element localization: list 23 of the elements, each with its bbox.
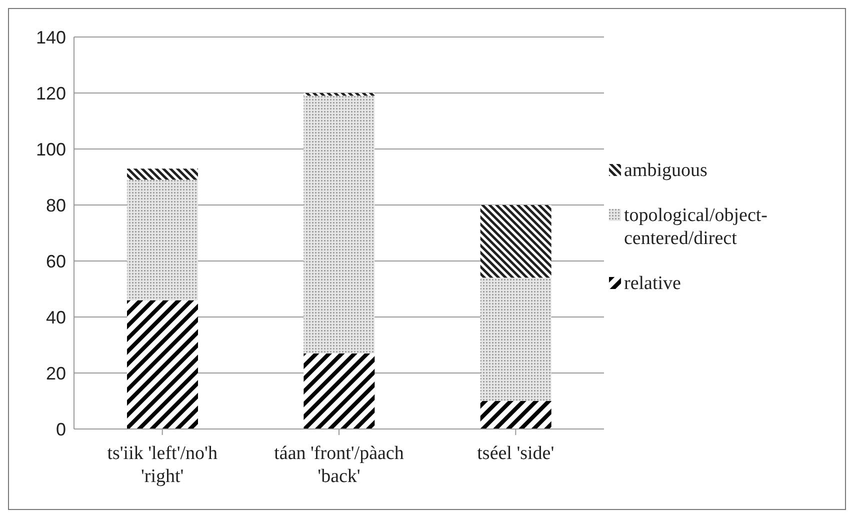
y-tick-label: 20: [46, 363, 66, 384]
y-tick-label: 140: [36, 27, 66, 48]
y-tick-label: 60: [46, 251, 66, 272]
y-tick-label: 80: [46, 195, 66, 216]
legend-label: relative: [624, 272, 681, 295]
x-tick-label: tséel 'side': [477, 443, 554, 464]
bar: [127, 168, 198, 180]
x-tick-label: táan 'front'/pàach 'back': [274, 443, 404, 487]
y-tick-label: 100: [36, 139, 66, 160]
bar: [127, 180, 198, 300]
bar: [480, 205, 552, 278]
x-tick-label: ts'iik 'left'/no'h 'right': [107, 443, 218, 487]
bar: [480, 278, 552, 401]
y-tick-label: 120: [36, 83, 66, 104]
bar: [304, 353, 375, 429]
legend-label: topological/object-centered/direct: [624, 204, 769, 250]
y-tick-label: 40: [46, 307, 66, 328]
bar: [304, 93, 375, 96]
y-tick-label: 0: [56, 419, 66, 440]
bar: [480, 401, 552, 429]
bar: [304, 96, 375, 354]
legend-label: ambiguous: [624, 159, 708, 182]
bar: [127, 300, 198, 429]
